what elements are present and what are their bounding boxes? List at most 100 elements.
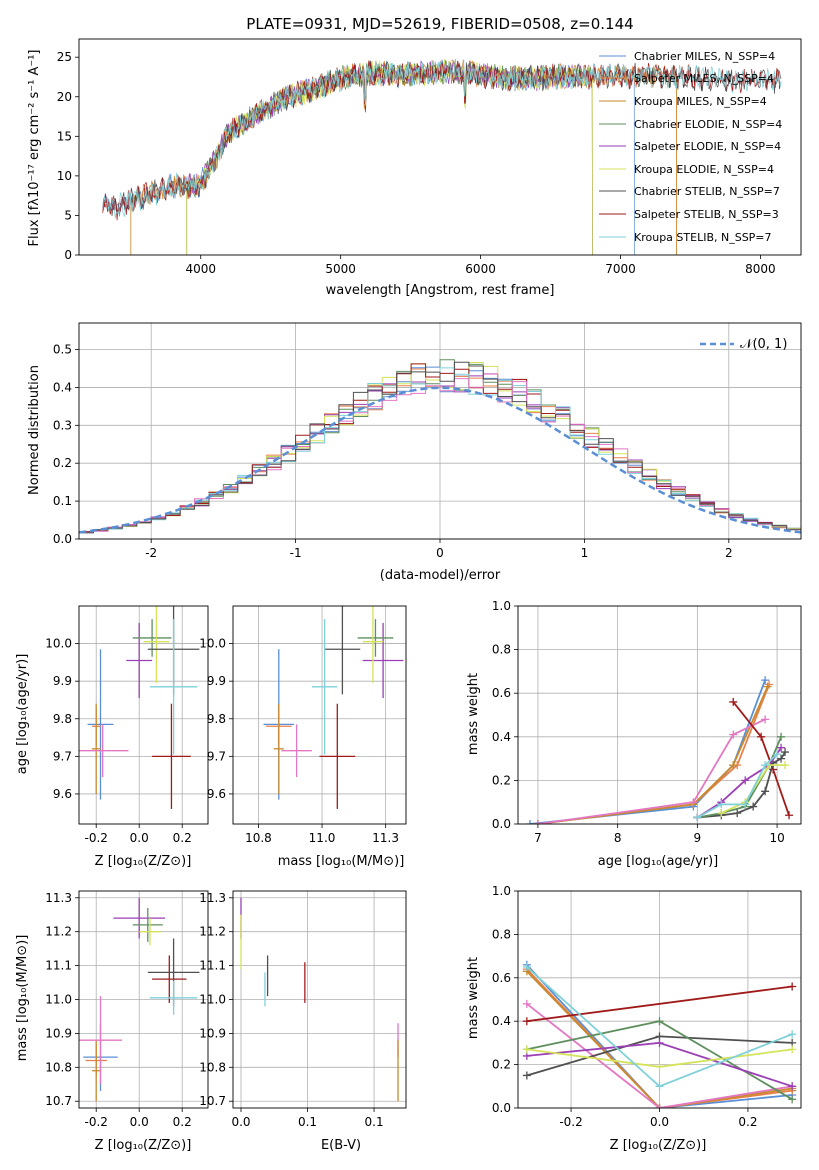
weight-marker [761, 676, 770, 685]
weight-marker [729, 730, 738, 739]
weight-marker [729, 761, 738, 770]
axes-frame [517, 605, 802, 825]
histogram-plot-area [79, 359, 801, 534]
x-tick-label: 7 [534, 831, 542, 845]
y-tick-label: 10.8 [199, 1060, 226, 1074]
spectrum-legend: Chabrier MILES, N_SSP=4 Salpeter MILES, … [599, 50, 782, 244]
gaussian-curve [79, 386, 801, 534]
errorbar-point [319, 703, 356, 809]
x-tick-label: 0.1 [365, 1115, 384, 1129]
weight-marker [749, 802, 758, 811]
weight-marker [693, 813, 702, 822]
weight-line [537, 684, 770, 824]
y-tick-label: 11.1 [45, 959, 72, 973]
weight-line [526, 964, 793, 1108]
axes-frame [517, 890, 802, 1109]
spectrum-line [186, 59, 593, 255]
axes-frame [78, 38, 802, 256]
x-tick-label: 11.3 [372, 831, 399, 845]
weight-z-x-label: Z [log₁₀(Z/Z⊙)] [610, 1138, 707, 1153]
x-tick-label: 9 [694, 831, 702, 845]
y-tick-label: 11.1 [199, 959, 226, 973]
y-tick-label: 9.7 [207, 749, 226, 763]
residual-y-label: Normed distribution [27, 365, 42, 495]
y-tick-label: 10.7 [199, 1094, 226, 1108]
y-tick-label: 0.5 [53, 343, 72, 357]
errorbar-plot-area [79, 897, 200, 1102]
y-tick-label: 0.0 [492, 817, 511, 831]
weight-marker [741, 800, 750, 809]
axes-frame [78, 605, 209, 825]
gaussian-legend: 𝒩(0, 1) [700, 337, 787, 352]
weight-marker [655, 1062, 664, 1071]
errorbar-plot-area [240, 897, 399, 1102]
mass-z-x-label: Z [log₁₀(Z/Z⊙)] [95, 1138, 192, 1153]
weight-marker [777, 732, 786, 741]
errorbar-point [152, 955, 187, 1003]
errorbar-point [79, 724, 129, 778]
weight-line [526, 985, 793, 1023]
errorbar-plot-area [263, 606, 404, 809]
weight-line [526, 970, 793, 1108]
legend-entry: Salpeter STELIB, N_SSP=3 [599, 208, 779, 221]
weight-marker [729, 697, 738, 706]
axes-frame [232, 890, 407, 1109]
errorbar-point [149, 619, 198, 755]
weight-marker [788, 982, 797, 991]
y-tick-label: 0.2 [53, 456, 72, 470]
y-tick-label: 10.9 [45, 1026, 72, 1040]
x-tick-label: 4000 [185, 262, 216, 276]
weight-line [732, 701, 790, 816]
weight-marker [781, 748, 790, 757]
weight-marker [773, 750, 782, 759]
errorbar-point [281, 724, 312, 778]
y-tick-label: 11.0 [45, 993, 72, 1007]
weight-marker [788, 1095, 797, 1104]
errorbar-point [113, 897, 165, 939]
y-tick-label: 9.6 [207, 787, 226, 801]
legend-text: Salpeter ELODIE, N_SSP=4 [634, 140, 781, 153]
weight-marker [522, 962, 531, 971]
weight-marker [777, 743, 786, 752]
x-tick-label: 8000 [745, 262, 776, 276]
spectrum-x-label: wavelength [Angstrom, rest frame] [326, 283, 555, 298]
legend-entry: Chabrier STELIB, N_SSP=7 [599, 185, 780, 198]
errorbar-point [362, 606, 384, 684]
histogram-step [79, 361, 801, 534]
errorbar-point [149, 980, 198, 1015]
x-tick-label: -2 [145, 546, 157, 560]
legend-text: Kroupa ELODIE, N_SSP=4 [634, 163, 774, 176]
weight-marker [655, 1082, 664, 1091]
weight-marker [788, 1030, 797, 1039]
weight-line [526, 1003, 793, 1108]
y-tick-label: 11.0 [199, 993, 226, 1007]
mass-vs-metallicity-panel: -0.2 0.0 0.2 10.7 10.8 10.9 11.0 11.1 11.2 11.3 [45, 890, 209, 1129]
x-tick-label: 11.0 [309, 831, 336, 845]
x-tick-label: -0.2 [559, 1115, 582, 1129]
errorbar-point [126, 622, 153, 699]
legend-text: Kroupa STELIB, N_SSP=7 [634, 231, 772, 244]
y-tick-label: 0.8 [492, 643, 511, 657]
weight-age-x-label: age [log₁₀(age/yr)] [598, 854, 719, 869]
errorbar-point [152, 703, 191, 809]
spectrum-line [102, 59, 782, 219]
y-tick-label: 0.8 [492, 927, 511, 941]
age-mass-x-label: mass [log₁₀(M/M⊙)] [278, 854, 405, 869]
weight-marker [741, 776, 750, 785]
weight-marker [781, 761, 790, 770]
y-tick-label: 1.0 [492, 884, 511, 898]
weight-plot-area [522, 960, 797, 1108]
y-tick-label: 0.0 [492, 1101, 511, 1115]
x-tick-label: 0.0 [231, 1115, 250, 1129]
legend-entry: Salpeter MILES, N_SSP=4 [599, 72, 774, 85]
y-tick-label: 9.6 [53, 787, 72, 801]
weight-marker [525, 820, 534, 824]
y-tick-label: 0.2 [492, 1058, 511, 1072]
errorbar-point [91, 703, 101, 794]
legend-entry: Chabrier ELODIE, N_SSP=4 [599, 118, 782, 131]
y-tick-label: 9.7 [53, 749, 72, 763]
spectrum-line [186, 59, 593, 255]
legend-text: Salpeter MILES, N_SSP=4 [634, 72, 774, 85]
x-tick-label: 0.2 [173, 831, 192, 845]
weight-marker [785, 811, 794, 820]
